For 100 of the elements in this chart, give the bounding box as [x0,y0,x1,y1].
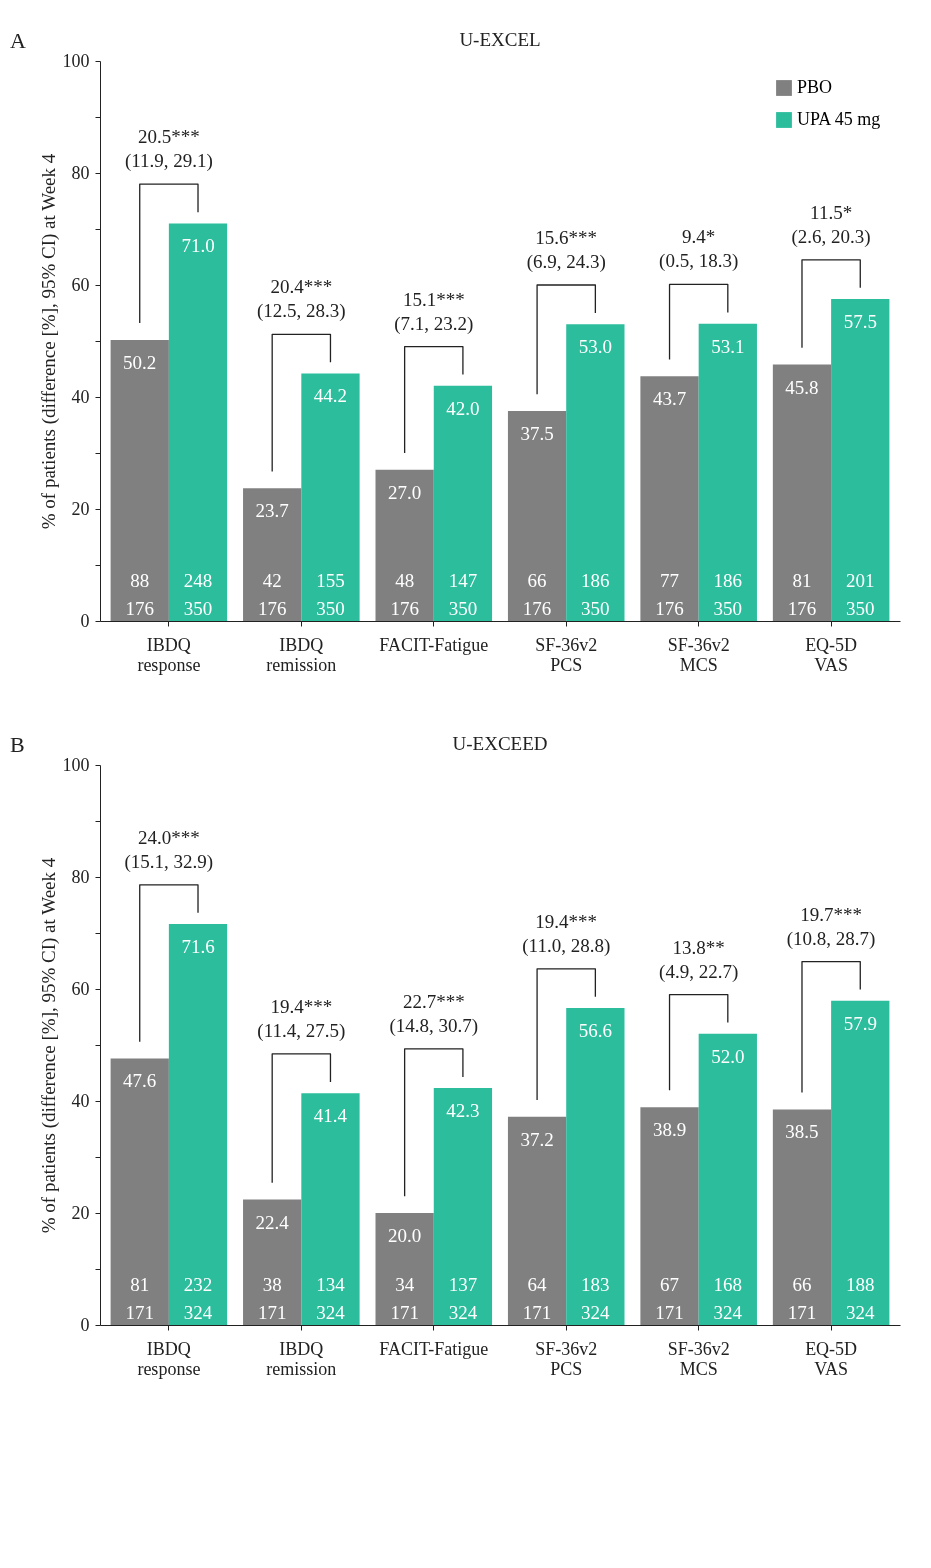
y-tick-label: 40 [71,1090,90,1111]
annotation: 232 [183,1274,213,1295]
annotation: 350 [581,598,610,619]
data-label: 43.7 [652,388,687,410]
bar [110,1058,169,1325]
annotation: 81 [130,1274,150,1295]
data-label: 38.5 [785,1121,819,1143]
data-label: 57.5 [843,311,877,332]
y-tick-label: 40 [71,386,90,407]
annotation: 64 [527,1274,548,1295]
x-tick-label: EQ-5D VAS [805,634,858,675]
bar [168,924,228,1325]
annotation: 147 [448,570,478,591]
annotation: 171 [655,1302,684,1323]
annotation: 324 [713,1302,743,1323]
data-label: 52.0 [711,1045,745,1067]
text: B [10,732,25,757]
data-label: 41.4 [313,1105,348,1127]
y-tick-label: 100 [62,754,90,775]
data-label: 50.2 [123,351,157,373]
annotation: 186 [581,570,610,591]
x-tick-label: IBDQ remission [266,634,337,675]
chart-title: U-EXCEED [452,733,548,754]
annotation: 20.4*** (12.5, 28.3) [257,276,346,323]
y-tick-label: 80 [71,162,90,183]
data-label: 71.0 [181,235,215,257]
annotation: 324 [581,1302,611,1323]
annotation: 171 [125,1302,154,1323]
annotation: 176 [257,598,287,619]
bar [640,376,699,621]
annotation: 350 [448,598,478,619]
annotation: 350 [316,598,345,619]
annotation: 9.4* (0.5, 18.3) [659,226,739,273]
annotation: 176 [390,598,419,619]
text: A [10,28,26,53]
annotation: 176 [787,598,817,619]
annotation: 19.4*** (11.4, 27.5) [257,995,346,1042]
data-label: 45.8 [785,376,819,398]
bar [831,1000,890,1325]
data-label: 56.6 [578,1020,612,1042]
annotation: 11.5* (2.6, 20.3) [791,201,871,248]
annotation: 134 [316,1274,346,1295]
data-label: 20.0 [388,1225,422,1246]
bar [243,488,302,621]
y-tick-label: 0 [80,1314,90,1335]
annotation: 38 [262,1274,282,1295]
bar [375,1213,434,1325]
annotation: 42 [262,570,282,591]
data-label: 38.9 [652,1119,687,1141]
x-tick-label: SF-36v2 MCS [667,634,730,675]
annotation: 176 [125,598,154,619]
data-label: 22.4 [255,1211,290,1233]
annotation: 15.1*** (7.1, 23.2) [394,288,474,335]
bar [375,469,434,621]
x-tick-label: FACIT-Fatigue [379,1338,489,1359]
annotation: 350 [183,598,213,619]
annotation: 171 [390,1302,419,1323]
bar [168,223,228,621]
bar [507,411,567,621]
bar [566,1008,625,1325]
bar [772,364,832,621]
annotation: 48 [395,570,415,591]
annotation: 15.6*** (6.9, 24.3) [526,227,606,273]
data-label: 27.0 [388,481,422,503]
data-label: 23.7 [255,500,289,522]
x-tick-label: IBDQ response [137,1338,201,1379]
y-tick-label: 100 [62,50,90,71]
legend-label: UPA 45 mg [797,109,881,129]
annotation: 34 [395,1274,415,1295]
bar [243,1199,302,1325]
x-tick-label: SF-36v2 PCS [535,634,598,675]
annotation: 324 [846,1302,876,1323]
annotation: 66 [792,1274,812,1295]
legend-label: PBO [797,77,833,97]
y-tick-label: 80 [71,866,90,887]
y-tick-label: 20 [71,498,90,519]
y-tick-label: 60 [71,978,90,999]
annotation: 137 [448,1274,478,1295]
annotation: 188 [846,1274,875,1295]
annotation: 13.8** (4.9, 22.7) [659,936,739,983]
annotation: 324 [448,1302,478,1323]
data-label: 57.9 [843,1012,877,1034]
x-tick-label: EQ-5D VAS [805,1338,858,1379]
annotation: 176 [522,598,552,619]
data-label: 42.3 [446,1100,480,1122]
bar [566,324,625,621]
annotation: 171 [522,1302,552,1323]
annotation: 155 [316,570,345,591]
bar [831,299,890,621]
annotation: 324 [316,1302,346,1323]
data-label: 37.2 [520,1128,554,1150]
y-axis-title: % of patients (difference [%], 95% CI) at Week 4 [37,153,60,530]
bar [772,1109,832,1325]
annotation: 201 [846,570,875,591]
annotation: 77 [660,570,680,591]
bar [640,1107,699,1325]
annotation: 171 [787,1302,817,1323]
y-axis-title: % of patients (difference [%], 95% CI) at Week 4 [37,857,60,1234]
bar [301,1093,360,1325]
bar [698,323,757,621]
